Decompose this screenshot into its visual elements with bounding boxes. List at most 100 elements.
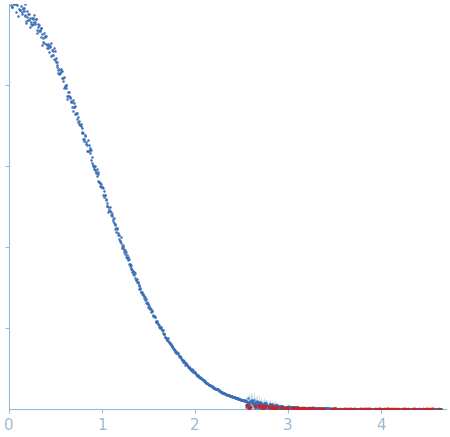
Point <box>108 208 115 215</box>
Point <box>264 401 271 408</box>
Point <box>301 405 308 412</box>
Point <box>184 363 191 370</box>
Point <box>383 405 390 412</box>
Point <box>405 405 412 412</box>
Point <box>209 384 216 391</box>
Point <box>28 21 35 28</box>
Point <box>67 98 74 105</box>
Point <box>84 137 91 144</box>
Point <box>362 405 369 412</box>
Point <box>393 405 400 412</box>
Point <box>129 269 136 276</box>
Point <box>382 405 389 412</box>
Point <box>386 405 393 412</box>
Point <box>74 109 81 116</box>
Point <box>280 405 287 412</box>
Point <box>309 405 316 412</box>
Point <box>391 405 398 412</box>
Point <box>361 405 369 412</box>
Point <box>317 405 324 412</box>
Point <box>346 405 353 412</box>
Point <box>404 405 411 412</box>
Point <box>138 289 145 296</box>
Point <box>194 372 202 379</box>
Point <box>122 250 129 257</box>
Point <box>78 125 86 132</box>
Point <box>255 402 262 409</box>
Point <box>308 405 315 412</box>
Point <box>130 271 138 278</box>
Point <box>39 35 46 42</box>
Point <box>200 376 207 383</box>
Point <box>278 404 285 411</box>
Point <box>260 403 267 410</box>
Point <box>160 331 167 338</box>
Point <box>421 405 428 412</box>
Point <box>414 405 421 412</box>
Point <box>393 405 400 412</box>
Point <box>65 88 72 95</box>
Point <box>356 405 364 412</box>
Point <box>396 405 404 412</box>
Point <box>260 402 267 409</box>
Point <box>271 405 278 412</box>
Point <box>378 405 385 412</box>
Point <box>284 405 292 412</box>
Point <box>398 405 405 412</box>
Point <box>218 388 225 395</box>
Point <box>129 267 136 274</box>
Point <box>78 128 85 135</box>
Point <box>148 308 156 315</box>
Point <box>265 404 272 411</box>
Point <box>259 405 266 412</box>
Point <box>100 188 108 195</box>
Point <box>7 2 14 9</box>
Point <box>214 386 221 393</box>
Point <box>290 405 297 412</box>
Point <box>334 405 341 412</box>
Point <box>117 239 125 246</box>
Point <box>274 405 282 412</box>
Point <box>337 405 344 412</box>
Point <box>295 404 302 411</box>
Point <box>123 253 130 260</box>
Point <box>127 261 134 268</box>
Point <box>145 302 153 309</box>
Point <box>310 405 317 412</box>
Point <box>261 404 268 411</box>
Point <box>315 405 323 412</box>
Point <box>150 313 157 320</box>
Point <box>410 405 417 412</box>
Point <box>332 405 339 412</box>
Point <box>255 402 262 409</box>
Point <box>369 405 377 412</box>
Point <box>287 405 294 412</box>
Point <box>75 117 82 124</box>
Point <box>324 405 331 412</box>
Point <box>275 404 282 411</box>
Point <box>392 405 400 412</box>
Point <box>410 405 418 412</box>
Point <box>144 301 151 308</box>
Point <box>100 194 107 201</box>
Point <box>304 405 311 412</box>
Point <box>112 225 119 232</box>
Point <box>378 405 385 412</box>
Point <box>400 405 408 412</box>
Point <box>404 405 411 412</box>
Point <box>238 396 245 403</box>
Point <box>80 138 87 145</box>
Point <box>419 405 427 412</box>
Point <box>210 384 217 391</box>
Point <box>324 405 331 412</box>
Point <box>87 146 94 153</box>
Point <box>372 405 379 412</box>
Point <box>216 388 224 395</box>
Point <box>175 350 182 357</box>
Point <box>277 403 284 410</box>
Point <box>252 403 259 410</box>
Point <box>254 398 261 405</box>
Point <box>349 405 356 412</box>
Point <box>313 405 320 412</box>
Point <box>432 405 440 412</box>
